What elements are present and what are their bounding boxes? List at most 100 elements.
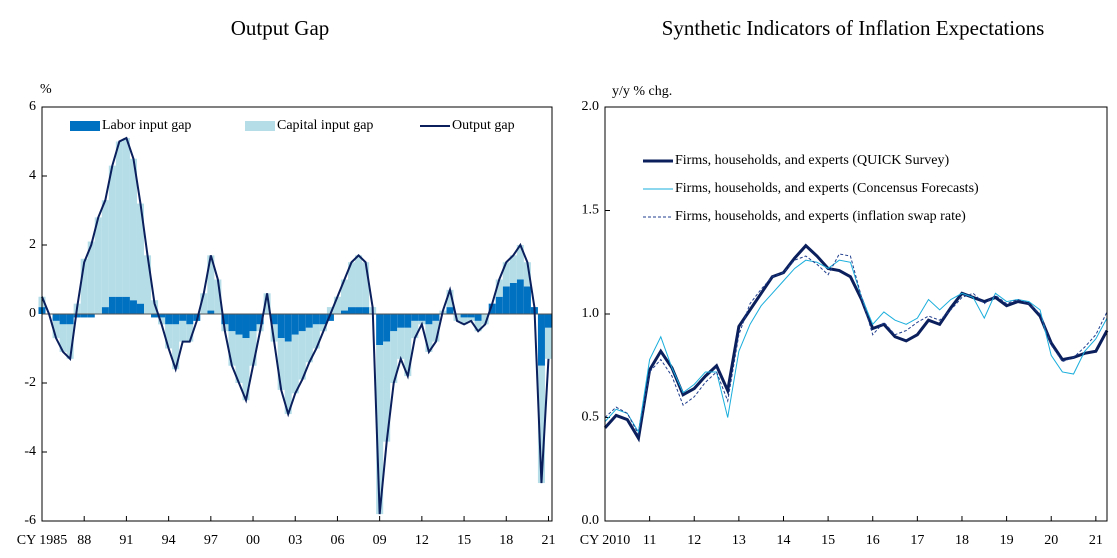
bar xyxy=(319,324,327,332)
bar xyxy=(467,317,475,321)
y-tick-label: -2 xyxy=(24,375,36,390)
bar xyxy=(425,314,433,325)
bar xyxy=(172,324,180,370)
y-tick-label: -6 xyxy=(24,513,36,528)
legend-label: Firms, households, and experts (Concensu… xyxy=(675,181,979,196)
bar xyxy=(87,241,95,314)
bar xyxy=(270,314,278,325)
bar xyxy=(129,300,137,314)
legend-swatch xyxy=(70,121,100,131)
bar xyxy=(319,314,327,325)
bar xyxy=(362,307,370,314)
line-series xyxy=(41,136,550,515)
x-tick-label: 88 xyxy=(77,533,91,548)
chart-title: Output Gap xyxy=(231,16,330,40)
bar xyxy=(207,310,215,314)
bar xyxy=(221,314,229,325)
line-series xyxy=(604,253,1108,436)
x-tick-label: 15 xyxy=(457,533,471,548)
x-tick-label: 21 xyxy=(541,533,555,548)
bar xyxy=(270,324,278,342)
bar xyxy=(404,327,412,377)
x-tick-label: 11 xyxy=(643,533,656,548)
bar xyxy=(460,317,468,325)
bar xyxy=(186,314,194,325)
bar xyxy=(115,141,123,297)
bar xyxy=(305,314,313,328)
bar xyxy=(312,324,320,349)
line-series xyxy=(604,259,1108,434)
bar xyxy=(516,279,524,314)
bar xyxy=(263,293,271,314)
bar xyxy=(418,314,426,321)
bar xyxy=(144,255,152,314)
bar xyxy=(277,314,285,339)
bar xyxy=(348,307,356,314)
bar xyxy=(397,314,405,328)
bar xyxy=(411,320,419,339)
bar xyxy=(158,314,166,318)
bar xyxy=(115,296,123,314)
bar xyxy=(509,255,517,283)
bar xyxy=(186,324,194,342)
plot-frame xyxy=(41,106,553,522)
y-axis-label: % xyxy=(40,82,52,97)
bar xyxy=(108,296,116,314)
bar xyxy=(298,331,306,380)
bar xyxy=(284,314,292,342)
y-tick-label: -4 xyxy=(24,444,36,459)
bar xyxy=(340,310,348,314)
y-tick-label: 1.0 xyxy=(582,306,600,321)
bar xyxy=(411,314,419,321)
bar xyxy=(165,314,173,325)
bar xyxy=(523,262,531,287)
bar xyxy=(87,314,95,318)
x-tick-label: 00 xyxy=(246,533,260,548)
bar xyxy=(235,314,243,335)
bar xyxy=(348,262,356,308)
bar xyxy=(122,296,130,314)
y-tick-label: 4 xyxy=(29,168,36,183)
x-tick-label: 03 xyxy=(288,533,302,548)
x-tick-label: 16 xyxy=(866,533,880,548)
x-tick-label: 94 xyxy=(162,533,176,548)
bar xyxy=(291,314,299,335)
bar xyxy=(66,314,74,325)
x-tick-label: CY 1985 xyxy=(17,533,67,548)
bar xyxy=(214,279,222,314)
bar xyxy=(404,314,412,328)
bar xyxy=(101,307,109,314)
bar xyxy=(326,314,334,321)
bar xyxy=(235,334,243,383)
bar xyxy=(362,262,370,308)
bar xyxy=(228,331,236,366)
bar xyxy=(179,320,187,342)
bar xyxy=(94,217,102,314)
bar xyxy=(242,314,250,339)
bar xyxy=(495,279,503,297)
bar xyxy=(432,320,440,342)
x-tick-label: 15 xyxy=(821,533,835,548)
bar xyxy=(502,286,510,314)
bar xyxy=(151,300,159,314)
bar xyxy=(544,327,552,359)
y-tick-label: 0 xyxy=(29,306,36,321)
bar xyxy=(73,314,81,318)
bar xyxy=(80,314,88,318)
x-tick-label: 14 xyxy=(776,533,790,548)
legend-label: Labor input gap xyxy=(102,118,191,133)
bar xyxy=(544,314,552,328)
bar xyxy=(481,314,489,325)
bar xyxy=(383,341,391,442)
bar xyxy=(312,314,320,325)
x-tick-label: 13 xyxy=(732,533,746,548)
bar xyxy=(129,158,137,301)
bar xyxy=(249,314,257,332)
bar xyxy=(516,245,524,280)
bar xyxy=(502,262,510,287)
bar xyxy=(467,314,475,318)
bar xyxy=(397,327,405,359)
bar xyxy=(101,200,109,308)
line-series xyxy=(603,243,1109,443)
bar xyxy=(179,314,187,321)
